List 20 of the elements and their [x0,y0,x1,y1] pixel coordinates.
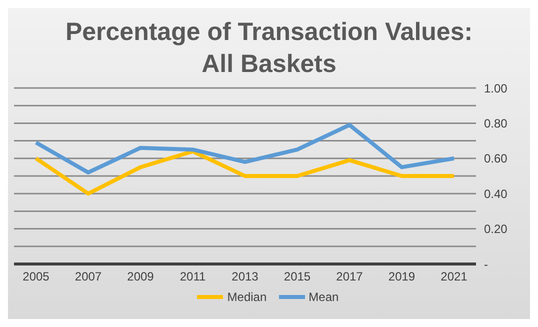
x-tick-label: 2011 [180,270,206,284]
x-tick-label: 2009 [127,270,154,284]
y-tick-label: 0.20 [484,222,508,236]
y-tick-label: 0.80 [484,116,508,130]
y-tick-label: 0.40 [484,186,508,201]
chart-title: Percentage of Transaction Values: All Baskets [65,18,473,78]
x-tick-label: 2005 [22,270,50,284]
line-series [34,122,456,174]
x-tick-label: 2019 [388,270,416,284]
x-tick-label: 2017 [336,270,364,284]
legend-label: Median [226,290,267,304]
x-tick-label: 2007 [74,270,102,284]
x-tick-label: 2015 [284,270,311,284]
x-tick-label: 2013 [232,270,259,284]
y-tick-label: - [484,257,488,272]
x-tick-label: 2021 [440,270,468,284]
legend-label: Mean [308,290,339,304]
line-series [34,149,456,196]
y-tick-label: 1.00 [484,81,508,96]
y-tick-label: 0.60 [484,152,508,166]
